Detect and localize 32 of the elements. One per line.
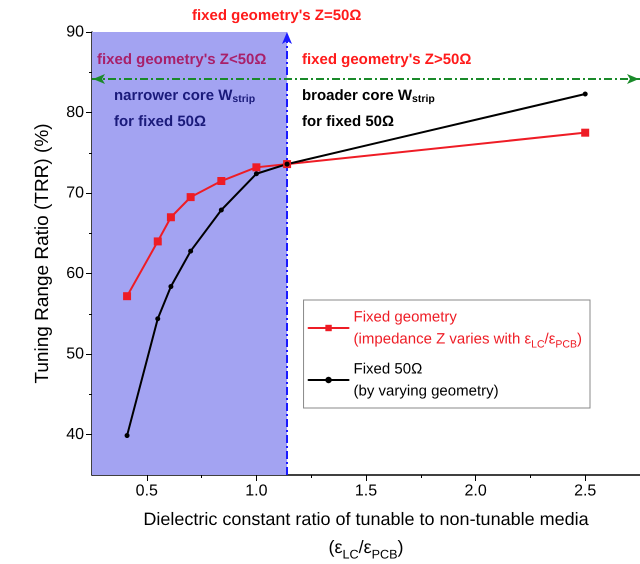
- y-tick-label: 60: [66, 265, 84, 282]
- point: [217, 177, 226, 186]
- x-tick-label: 1.0: [245, 482, 268, 500]
- point: [218, 208, 224, 213]
- y-tick-label: 40: [66, 426, 84, 444]
- point: [168, 284, 174, 290]
- point: [254, 171, 259, 176]
- point: [155, 316, 160, 322]
- legend-label: Fixed 50Ω (by varying geometry): [354, 360, 499, 400]
- y-tick-label: 80: [66, 104, 84, 122]
- point: [252, 163, 260, 172]
- point: [166, 213, 175, 222]
- text: fixed geometry's Z=50Ω: [192, 7, 362, 24]
- y-tick-label: 50: [66, 346, 84, 363]
- y-axis-title: Tuning Range Ratio (TRR) (%): [32, 123, 53, 384]
- annotation: for fixed 50Ω: [302, 113, 394, 130]
- x-tick-label: 2.5: [574, 482, 596, 500]
- point: [188, 248, 194, 254]
- point: [582, 92, 588, 97]
- x-tick-label: 2.0: [464, 482, 487, 500]
- x-tick-label: 1.5: [354, 482, 378, 500]
- annotation: fixed geometry's Z>50Ω: [302, 51, 472, 68]
- x-tick-label: 0.5: [136, 482, 158, 500]
- annotation: fixed geometry's Z<50Ω: [97, 51, 266, 68]
- point: [154, 237, 162, 246]
- point: [186, 193, 195, 202]
- y-tick-label: 70: [66, 184, 84, 202]
- point: [123, 292, 132, 300]
- y-tick-label: 90: [66, 24, 84, 40]
- point: [124, 433, 130, 438]
- point: [581, 128, 590, 137]
- annotation: for fixed 50Ω: [114, 113, 206, 130]
